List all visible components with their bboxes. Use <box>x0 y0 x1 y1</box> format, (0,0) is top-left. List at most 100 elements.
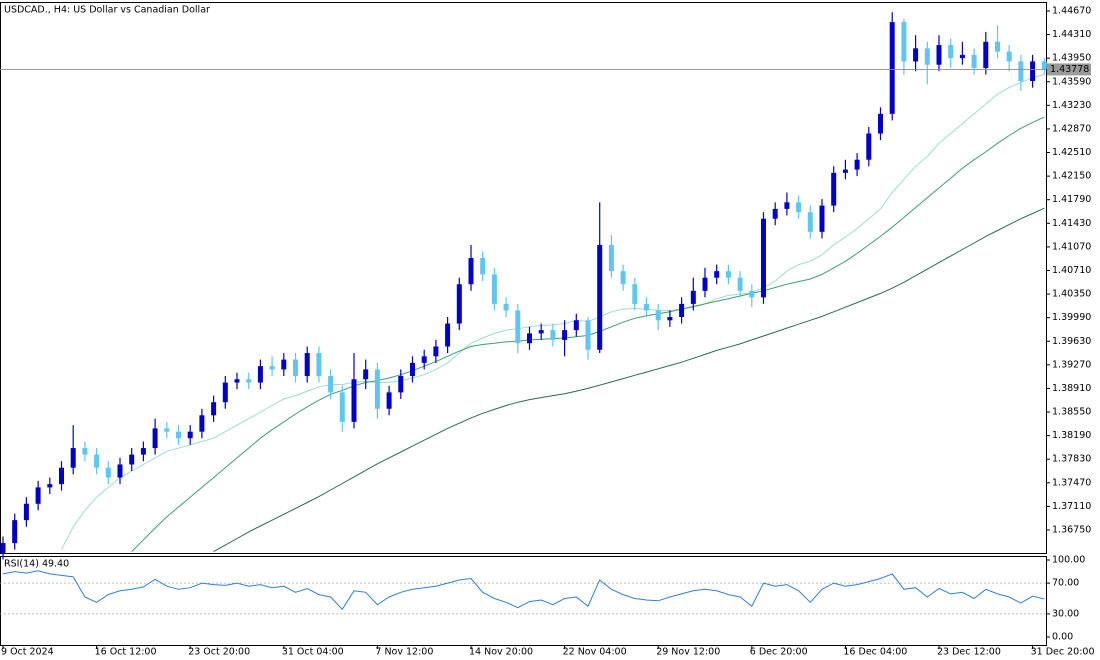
candle-body <box>597 244 603 350</box>
x-tick-label: 22 Nov 04:00 <box>563 647 627 658</box>
candle-body <box>749 290 755 298</box>
y-tick-label: 1.41070 <box>1052 241 1091 252</box>
y-tick-label: 1.38910 <box>1052 383 1091 394</box>
moving-average <box>61 74 1045 550</box>
candle-body <box>690 290 696 304</box>
candle-body <box>761 218 766 298</box>
candle-body <box>889 22 895 114</box>
candle-body <box>222 382 228 403</box>
candle-body <box>550 330 556 340</box>
candle-body <box>679 303 685 318</box>
candle-body <box>363 369 369 380</box>
y-tick-label: 1.42510 <box>1052 147 1091 158</box>
candle-body <box>1041 61 1047 70</box>
candle-body <box>995 41 1000 52</box>
candle-body <box>0 543 6 553</box>
x-tick-label: 14 Nov 20:00 <box>469 647 533 658</box>
y-tick-label: 1.41430 <box>1052 218 1091 229</box>
candle-body <box>632 284 638 304</box>
candle-body <box>468 258 474 285</box>
candle-body <box>328 375 334 393</box>
y-tick-label: 1.43230 <box>1052 100 1091 111</box>
candle-body <box>12 520 18 544</box>
candle-body <box>854 159 860 170</box>
candle-body <box>924 48 930 65</box>
candle-body <box>211 402 217 416</box>
candle-body <box>831 172 837 206</box>
candle-body <box>819 205 825 232</box>
candle-body <box>1006 51 1012 62</box>
y-tick-label: 1.38550 <box>1052 407 1091 418</box>
candle-body <box>702 277 708 291</box>
candle-body <box>445 323 451 347</box>
candle-body <box>176 431 181 439</box>
rsi-pane-border <box>0 556 1047 646</box>
candle-body <box>573 320 579 331</box>
candle-body <box>386 392 392 409</box>
y-tick-label: 1.42150 <box>1052 171 1091 182</box>
x-tick-label: 23 Oct 20:00 <box>188 647 250 658</box>
x-tick-label: 16 Oct 12:00 <box>95 647 157 658</box>
candle-body <box>281 359 287 370</box>
candle-body <box>316 353 322 376</box>
candle-body <box>971 54 977 68</box>
x-tick-label: 31 Oct 04:00 <box>282 647 344 658</box>
candle-body <box>410 362 415 376</box>
y-tick-label: 30.00 <box>1052 608 1079 619</box>
rsi-title: RSI(14) 49.40 <box>4 559 69 570</box>
x-tick-label: 6 Dec 20:00 <box>750 647 808 658</box>
candle-body <box>351 379 357 422</box>
candle-body <box>82 448 88 455</box>
candle-body <box>152 428 158 449</box>
y-tick-label: 1.37110 <box>1052 501 1091 512</box>
candle-body <box>269 366 275 370</box>
candle-body <box>339 392 345 422</box>
y-tick-label: 1.40710 <box>1052 265 1091 276</box>
y-tick-label: 0.00 <box>1052 631 1073 642</box>
candle-body <box>257 366 263 383</box>
candle-body <box>585 320 591 350</box>
candle-body <box>246 379 252 383</box>
candle-body <box>35 487 41 504</box>
y-tick-label: 1.36750 <box>1052 524 1091 535</box>
current-price-box <box>1047 63 1091 76</box>
candle-body <box>304 353 310 376</box>
y-tick-label: 1.41790 <box>1052 194 1091 205</box>
candle-body <box>117 464 123 478</box>
candle-body <box>644 303 649 311</box>
candle-body <box>23 503 29 521</box>
candle-body <box>562 330 568 340</box>
candle-body <box>714 271 720 278</box>
y-tick-label: 1.39630 <box>1052 336 1091 347</box>
candle-body <box>667 317 673 321</box>
candle-body <box>527 333 532 344</box>
candle-body <box>105 467 111 478</box>
y-tick-label: 1.43590 <box>1052 76 1091 87</box>
candle-body <box>878 113 883 134</box>
y-tick-label: 1.40350 <box>1052 289 1091 300</box>
candle-body <box>983 41 989 68</box>
candle-body <box>1030 61 1036 82</box>
candle-body <box>421 356 427 363</box>
candle-body <box>725 271 731 278</box>
candle-body <box>515 310 521 344</box>
candle-body <box>1018 61 1024 82</box>
candle-body <box>59 467 64 485</box>
candle-body <box>187 431 193 439</box>
current-price-label: 1.43778 <box>1050 64 1089 75</box>
y-tick-label: 1.43950 <box>1052 53 1091 64</box>
candle-body <box>948 45 954 59</box>
candle-body <box>842 169 848 173</box>
candle-body <box>433 346 439 357</box>
candle-body <box>491 274 497 304</box>
y-tick-label: 1.39990 <box>1052 312 1091 323</box>
y-tick-label: 70.00 <box>1052 578 1079 589</box>
chart-title: USDCAD., H4: US Dollar vs Canadian Dolla… <box>4 5 210 16</box>
candle-body <box>164 428 170 432</box>
y-tick-label: 1.44670 <box>1052 5 1091 16</box>
candle-body <box>620 271 626 285</box>
candle-body <box>959 54 965 59</box>
candle-body <box>140 448 146 455</box>
candle-body <box>737 277 743 291</box>
